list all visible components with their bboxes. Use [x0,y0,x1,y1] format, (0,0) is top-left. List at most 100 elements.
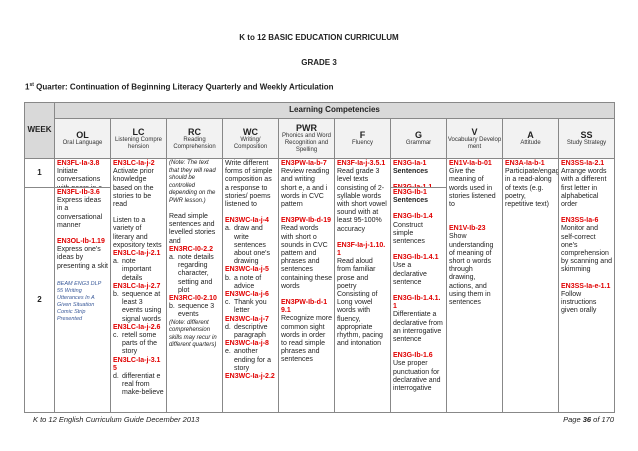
competency-table: WEEK Learning Competencies OL Oral Langua… [24,102,615,413]
competency-text: Read simple sentences and levelled stori… [169,213,216,245]
competency-text: Show understanding of meaning of short o… [449,233,494,307]
list-text: retell some parts of the story [122,332,158,356]
spacer [169,205,220,213]
list-marker: a. [113,258,119,266]
column-code: V [471,126,478,137]
competency-code: EN3WC-Ia-j-7 [225,315,269,323]
competency-code: EN3WC-Ia-j-2.2 [225,373,275,381]
competency-code: EN3WC-Ia-j-6 [225,291,269,299]
list-text: sequence 3 events [178,303,215,319]
competency-code: EN3G-Ib-1.4.1 [393,254,439,262]
list-text: Thank you letter [234,299,267,315]
competency-code: EN3WC-Ia-j-4 [225,217,269,225]
competency-code: EN3LC-Ia-j-3.15 [113,356,161,372]
list-marker: c. [225,299,231,307]
week-1: 1 [24,158,55,188]
column-code: RC [188,126,201,137]
competency-text: Activate prior knowledge based on the st… [113,168,154,209]
competency-code: EN1V-Ib-23 [449,225,486,233]
list-item: b. sequence at least 3 events using signa… [113,291,164,324]
cell-content: EN3FL-Ib-3.6 Express ideas in a conversat… [55,188,110,412]
competency-text: Use proper punctuation for declarative a… [393,360,441,393]
column-header-pwr: PWR Phonics and Word Recognition and Spel… [278,118,335,159]
spacer [281,291,332,299]
competency-text: Express ideas in a conversational manner [57,197,103,229]
competency-code: EN3OL-Ib-1.19 [57,238,105,246]
column-header-ol: OL Oral Language [54,118,111,159]
note-text: (Note: The text that they will read shou… [169,160,216,204]
cell-g-week1: EN3G-Ia-1SentencesEN3G-Ia-1.1Distinguish… [390,158,447,188]
competency-code: EN3SS-Ia-6 [561,217,599,225]
column-name: Listening Compre hension [114,136,163,150]
competency-text: Initiate conversations with peers in a v… [57,168,102,187]
competency-code: EN3RC-I0-2.10 [169,295,217,303]
spacer [561,275,612,283]
competency-text: Read words with short o sounds in CVC pa… [281,225,332,290]
competency-code: EN3PW-Ib-d-19 [281,217,332,225]
column-header-lc: LC Listening Compre hension [110,118,167,159]
cell-content: EN3G-Ib-1 Sentences EN3G-Ib-1.4 Construct s… [391,188,446,412]
competency-code: EN3SS-Ia-2.1 [561,160,605,167]
list-item: e. another ending for a story [225,348,276,373]
cell-ol-week2: EN3FL-Ib-3.6 Express ideas in a conversat… [54,187,111,413]
list-item: c. Thank you letter [225,299,276,315]
quarter-number: 1 [25,82,30,92]
page-number: Page 36 of 170 [563,415,614,424]
spacer [281,209,332,217]
cell-content: EN3LC-Ia-j-2 Activate prior knowledge bas… [111,159,166,411]
competency-code: EN3SS-Ia-e-1.1 [561,282,611,290]
spacer [393,176,444,184]
cell-wc: Write different forms of simple composit… [222,158,279,413]
competency-code: EN1V-Ia-b-01 [449,160,492,167]
competency-text: Review reading and writing short e, a an… [281,168,330,209]
list-item: d. differentiat e real from make-believe [113,373,164,398]
cell-pwr: EN3PW-Ia-b-7 Review reading and writing s… [278,158,335,413]
cell-content: EN3SS-Ia-2.1 Arrange words with a differe… [559,159,614,411]
cell-content: EN3F-Ia-j-3.5.1 Read grade 3 level texts … [335,159,390,411]
spacer [57,230,108,238]
bold-text: Sentences [393,168,429,176]
competency-text: Construct simple sentences [393,221,425,246]
competency-code: EN3A-Ia-b-1 [505,160,545,167]
competency-text: Read aloud from familiar prose and poetr… [337,258,383,348]
spacer [393,205,444,213]
competency-code: EN3G-Ib-1.6 [393,352,433,360]
cell-v: EN1V-Ia-b-01 Give the meaning of words us… [446,158,503,413]
column-name: Writing/ Composition [233,136,268,150]
competency-code: EN3WC-Ia-j-5 [225,266,269,274]
page-current: 36 [582,415,592,424]
spacer [113,209,164,217]
column-code: G [414,130,422,140]
list-item: d. descriptive paragraph [225,324,276,340]
competency-code: EN3LC-Ia-j-2.1 [113,250,161,258]
column-code: WC [243,126,258,137]
blue-text: BEAM ENG3 DLP 55 Writing Utterances In A… [57,280,102,322]
cell-ss: EN3SS-Ia-2.1 Arrange words with a differe… [558,158,615,413]
list-marker: d. [113,373,119,381]
list-text: differentiat e real from make-believe [122,373,164,397]
competency-code: EN3RC-I0-2.2 [169,245,213,253]
spacer [225,209,276,217]
list-marker: e. [225,348,231,356]
spacer [393,287,444,295]
competency-text: Read grade 3 level texts consisting of 2… [337,168,387,233]
column-header-ss: SS Study Strategy [558,118,615,159]
competency-text: Participate/engage in a read-along of te… [505,168,558,209]
bold-text: Sentences [393,197,429,205]
grade-title: GRADE 3 [301,58,337,67]
list-text: another ending for a story [234,348,271,372]
quarter-heading: 1st Quarter: Continuation of Beginning L… [25,82,334,92]
competency-text: Write different forms of simple composit… [225,160,273,209]
column-code: F [359,130,366,140]
competency-text: Follow instructions given orally [561,290,597,315]
column-name: Grammar [405,140,432,146]
list-text: a note of advice [234,274,262,290]
list-marker: b. [169,303,175,311]
list-text: sequence at least 3 events using signal … [122,291,162,323]
page-prefix: Page [563,415,583,424]
column-name: Vocabulary Develop ment [447,136,502,150]
list-text: descriptive paragraph [234,323,268,340]
spacer [449,217,500,225]
